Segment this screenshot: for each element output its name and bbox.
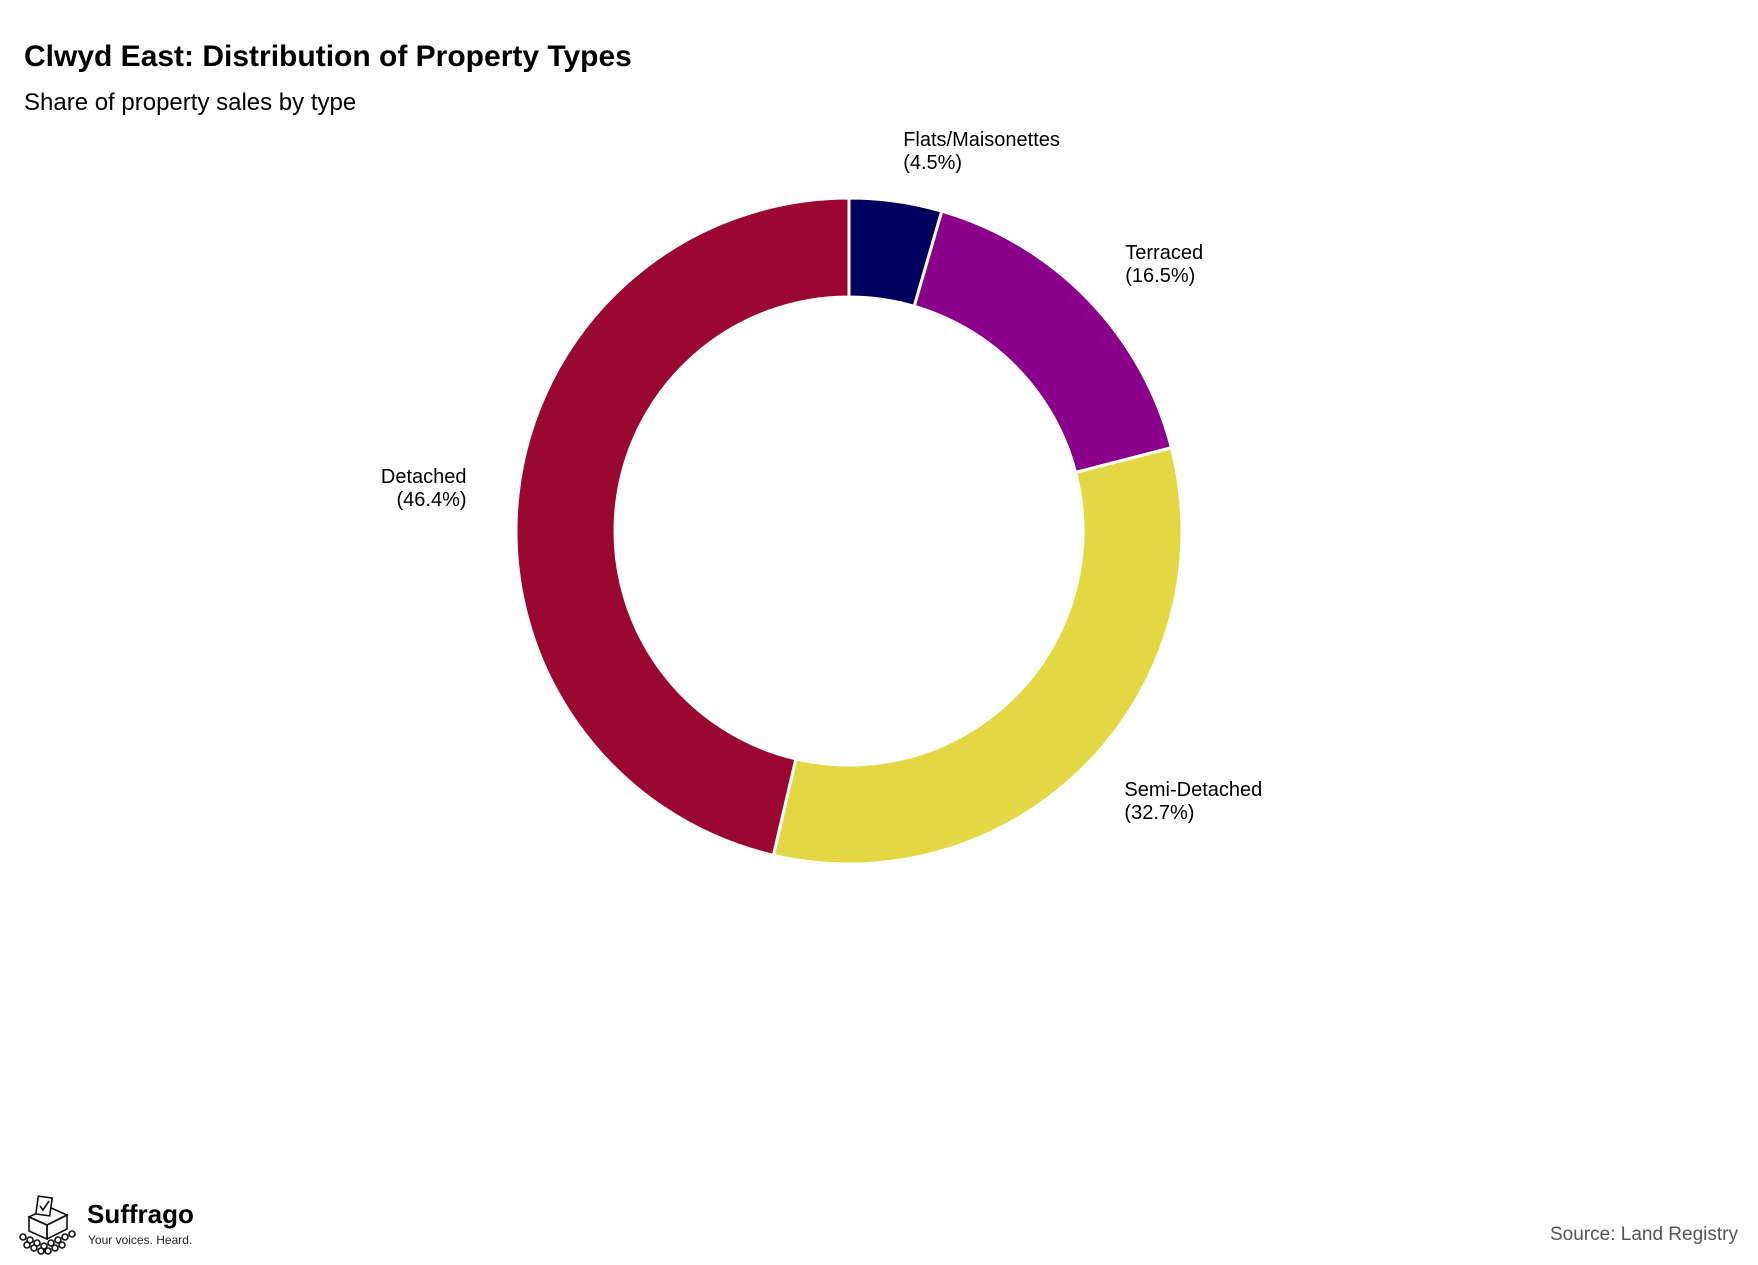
slice-label-value: (16.5%): [1125, 265, 1195, 287]
slice-label-value: (4.5%): [903, 152, 962, 174]
slice-label: Detached (46.4%): [381, 466, 467, 511]
slice-label-category: Semi-Detached: [1124, 779, 1262, 801]
slice-label: Semi-Detached (32.7%): [1124, 779, 1262, 824]
slice-label-category: Flats/Maisonettes: [903, 129, 1060, 151]
slice-label-value: (32.7%): [1124, 802, 1194, 824]
logo-tagline: Your voices. Heard.: [88, 1233, 193, 1247]
logo-name: Suffrago: [87, 1199, 194, 1229]
suffrago-logo: Suffrago Your voices. Heard.: [15, 1195, 215, 1255]
slice-label-category: Terraced: [1125, 242, 1203, 264]
source-note: Source: Land Registry: [1550, 1224, 1738, 1245]
slice-detached: [514, 196, 851, 858]
chart-title: Clwyd East: Distribution of Property Typ…: [24, 40, 632, 73]
slice-label: Terraced (16.5%): [1125, 242, 1203, 287]
slice-semi-detached: [771, 445, 1184, 866]
chart-subtitle: Share of property sales by type: [24, 89, 357, 116]
slice-label: Flats/Maisonettes (4.5%): [903, 129, 1060, 174]
ballot-box-icon: [19, 1195, 76, 1255]
slice-label-value: (46.4%): [396, 489, 466, 511]
slice-label-category: Detached: [381, 466, 467, 488]
